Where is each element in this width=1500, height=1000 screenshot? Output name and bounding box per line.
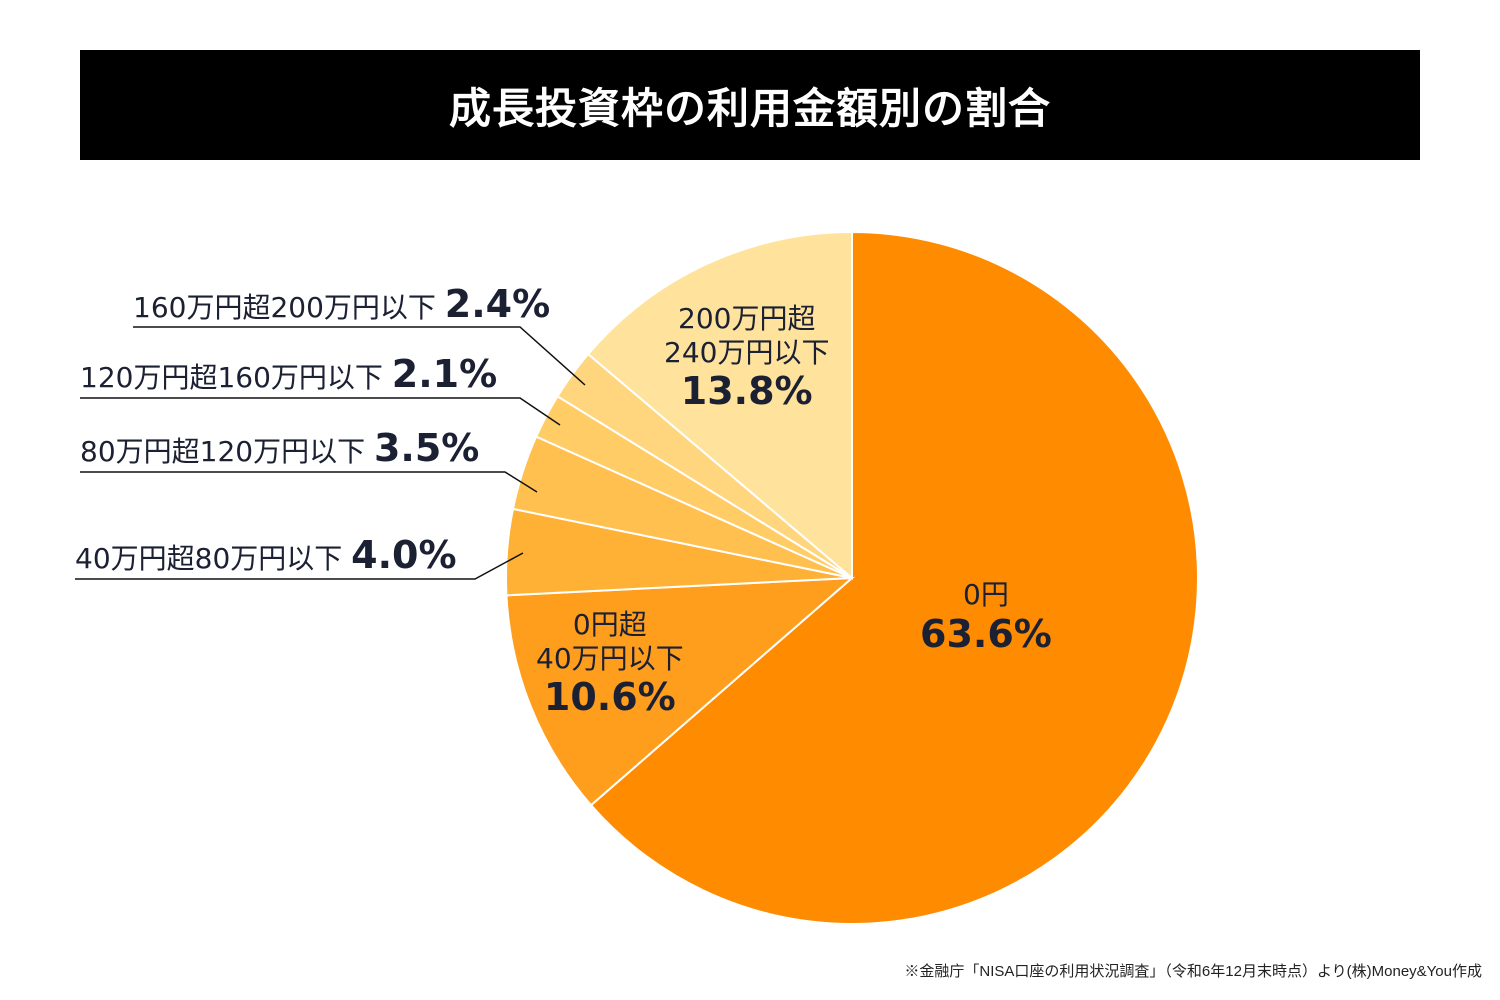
slice-label-3: 80万円超120万円以下 3.5%: [80, 426, 479, 472]
slice-label-1-name-b: 40万円以下: [536, 641, 684, 675]
pie-slice-0: [589, 230, 1199, 925]
slice-label-4-name: 120万円超160万円以下: [80, 361, 383, 394]
slice-label-2: 40万円超80万円以下 4.0%: [75, 533, 457, 579]
leader-line-2: [80, 471, 538, 493]
slice-label-3-name: 80万円超120万円以下: [80, 435, 366, 468]
leader-line-0: [133, 326, 586, 386]
slice-label-2-value: 4.0%: [351, 533, 457, 577]
leader-line-3: [75, 552, 524, 580]
slice-label-0-value: 63.6%: [920, 611, 1052, 656]
slice-label-0-name: 0円: [963, 578, 1009, 611]
slice-label-3-value: 3.5%: [373, 426, 480, 470]
slice-label-5-value: 2.4%: [444, 282, 551, 326]
leader-line-1: [80, 397, 561, 426]
slice-label-4-value: 2.1%: [391, 352, 498, 396]
slice-label-2-name: 40万円超80万円以下: [75, 542, 343, 575]
slice-label-6-name-b: 240万円以下: [664, 335, 830, 369]
slice-label-1: 0円超 40万円以下 10.6%: [536, 608, 684, 721]
slice-label-0: 0円 63.6%: [920, 578, 1052, 657]
slice-label-4: 120万円超160万円以下 2.1%: [80, 352, 497, 398]
slice-label-1-name-a: 0円超: [572, 608, 647, 641]
pie-slice-6: [586, 230, 853, 581]
chart-title: 成長投資枠の利用金額別の割合: [80, 50, 1420, 160]
slice-label-5: 160万円超200万円以下 2.4%: [133, 282, 550, 328]
source-note: ※金融庁「NISA口座の利用状況調査」（令和6年12月末時点）より(株)Mone…: [904, 963, 1482, 980]
slice-label-5-name: 160万円超200万円以下: [133, 291, 436, 324]
slice-label-1-value: 10.6%: [543, 675, 676, 720]
slice-label-6-name-a: 200万円超: [678, 302, 816, 335]
slice-label-6: 200万円超 240万円以下 13.8%: [664, 302, 829, 415]
pie-slice-1: [505, 576, 855, 807]
slice-label-6-value: 13.8%: [680, 369, 813, 414]
